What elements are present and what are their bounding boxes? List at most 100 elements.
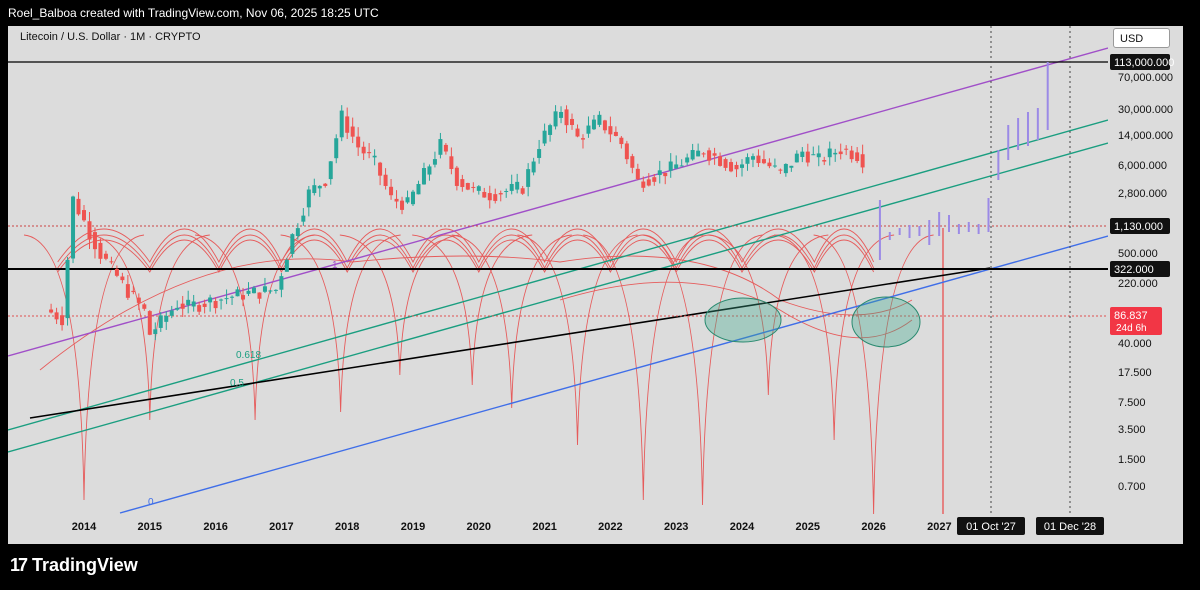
candle-body (438, 139, 443, 155)
candle (811, 146, 816, 156)
candle (213, 297, 218, 314)
candle (635, 163, 640, 180)
candle-body (476, 186, 481, 191)
candle (553, 105, 558, 130)
price-badge-label: 113,000.000 (1114, 57, 1174, 69)
candle (509, 174, 514, 195)
candle-body (295, 228, 300, 236)
candle-body (284, 259, 289, 272)
candle-body (147, 311, 152, 335)
candle (860, 144, 865, 174)
candle (646, 173, 651, 187)
x-tick-label: 2023 (664, 521, 688, 533)
candle-body (761, 159, 766, 164)
candle-body (778, 169, 783, 171)
candle-body (723, 159, 728, 168)
candle-body (301, 215, 306, 222)
candle-body (548, 125, 553, 135)
chart-area[interactable] (8, 26, 1183, 544)
time-badge-label: 01 Dec '28 (1044, 521, 1096, 533)
candle (71, 195, 76, 264)
candle (674, 155, 679, 169)
candle-body (49, 309, 54, 313)
y-tick-label: 14,000.000 (1118, 130, 1173, 142)
candle-body (756, 155, 761, 164)
candle-body (679, 165, 684, 167)
price-badge-label: 1,130.000 (1114, 221, 1163, 233)
candle (230, 295, 235, 306)
candle (235, 286, 240, 297)
candle (663, 172, 668, 185)
candle-body (712, 153, 717, 156)
candle-body (668, 161, 673, 171)
current-price-label: 86.837 (1114, 310, 1148, 322)
candle-body (822, 160, 827, 162)
candle-body (602, 120, 607, 131)
x-tick-label: 2021 (532, 521, 556, 533)
candle (421, 162, 426, 185)
candle-body (685, 157, 690, 163)
candle-body (400, 200, 405, 210)
candle-body (103, 253, 108, 259)
candle-body (526, 169, 531, 187)
price-badge: 113,000.000 (1110, 54, 1174, 70)
candle (679, 159, 684, 167)
candle-body (750, 156, 755, 160)
currency-selector[interactable]: USD (1113, 28, 1170, 48)
candle-body (92, 232, 97, 250)
candle (241, 287, 246, 307)
candle (794, 150, 799, 163)
candle-body (794, 153, 799, 163)
time-badge: 01 Dec '28 (1036, 517, 1104, 535)
accumulation-ellipse-1 (704, 297, 782, 343)
candle (191, 294, 196, 312)
candle (778, 168, 783, 174)
candle (262, 277, 267, 294)
candle (295, 223, 300, 240)
x-tick-label: 2014 (72, 521, 97, 533)
candle-body (718, 156, 723, 166)
candle (761, 150, 766, 165)
accumulation-ellipse-2 (851, 296, 921, 348)
candle (827, 141, 832, 166)
candle-body (619, 137, 624, 145)
candle (103, 250, 108, 261)
price-badge-bg (1110, 261, 1170, 277)
cycle-trough-11 (708, 234, 829, 396)
candle-body (811, 154, 816, 156)
candle (767, 158, 772, 169)
x-tick-label: 2027 (927, 521, 951, 533)
candle-body (82, 210, 86, 221)
attribution-text: Roel_Balboa created with TradingView.com… (8, 6, 379, 20)
candle-body (657, 170, 662, 176)
candle-body (646, 179, 651, 186)
cycle-trough-7 (451, 234, 572, 409)
candle (367, 143, 372, 159)
candle-body (641, 181, 646, 188)
candle (493, 188, 498, 204)
candle-body (783, 163, 788, 174)
candle-body (449, 156, 454, 169)
candle-body (186, 299, 191, 306)
candle (570, 113, 575, 130)
candle-body (597, 114, 602, 125)
cycle-trough-2 (89, 234, 210, 421)
candle (131, 285, 136, 295)
black-trend-line (29, 267, 991, 419)
candle (197, 301, 202, 315)
fib-label-1: 1 (332, 260, 338, 271)
brand[interactable]: 17 TradingView (10, 553, 138, 577)
price-badge-bg (1110, 54, 1170, 70)
candle-body (504, 191, 509, 193)
candle (531, 157, 536, 176)
candle (87, 212, 92, 250)
candle (268, 289, 273, 294)
candle-body (416, 184, 421, 195)
candle-body (443, 144, 448, 152)
candle (65, 256, 70, 326)
candle-body (509, 183, 514, 191)
candle-body (405, 197, 410, 203)
y-tick-label: 30,000.000 (1118, 104, 1173, 116)
